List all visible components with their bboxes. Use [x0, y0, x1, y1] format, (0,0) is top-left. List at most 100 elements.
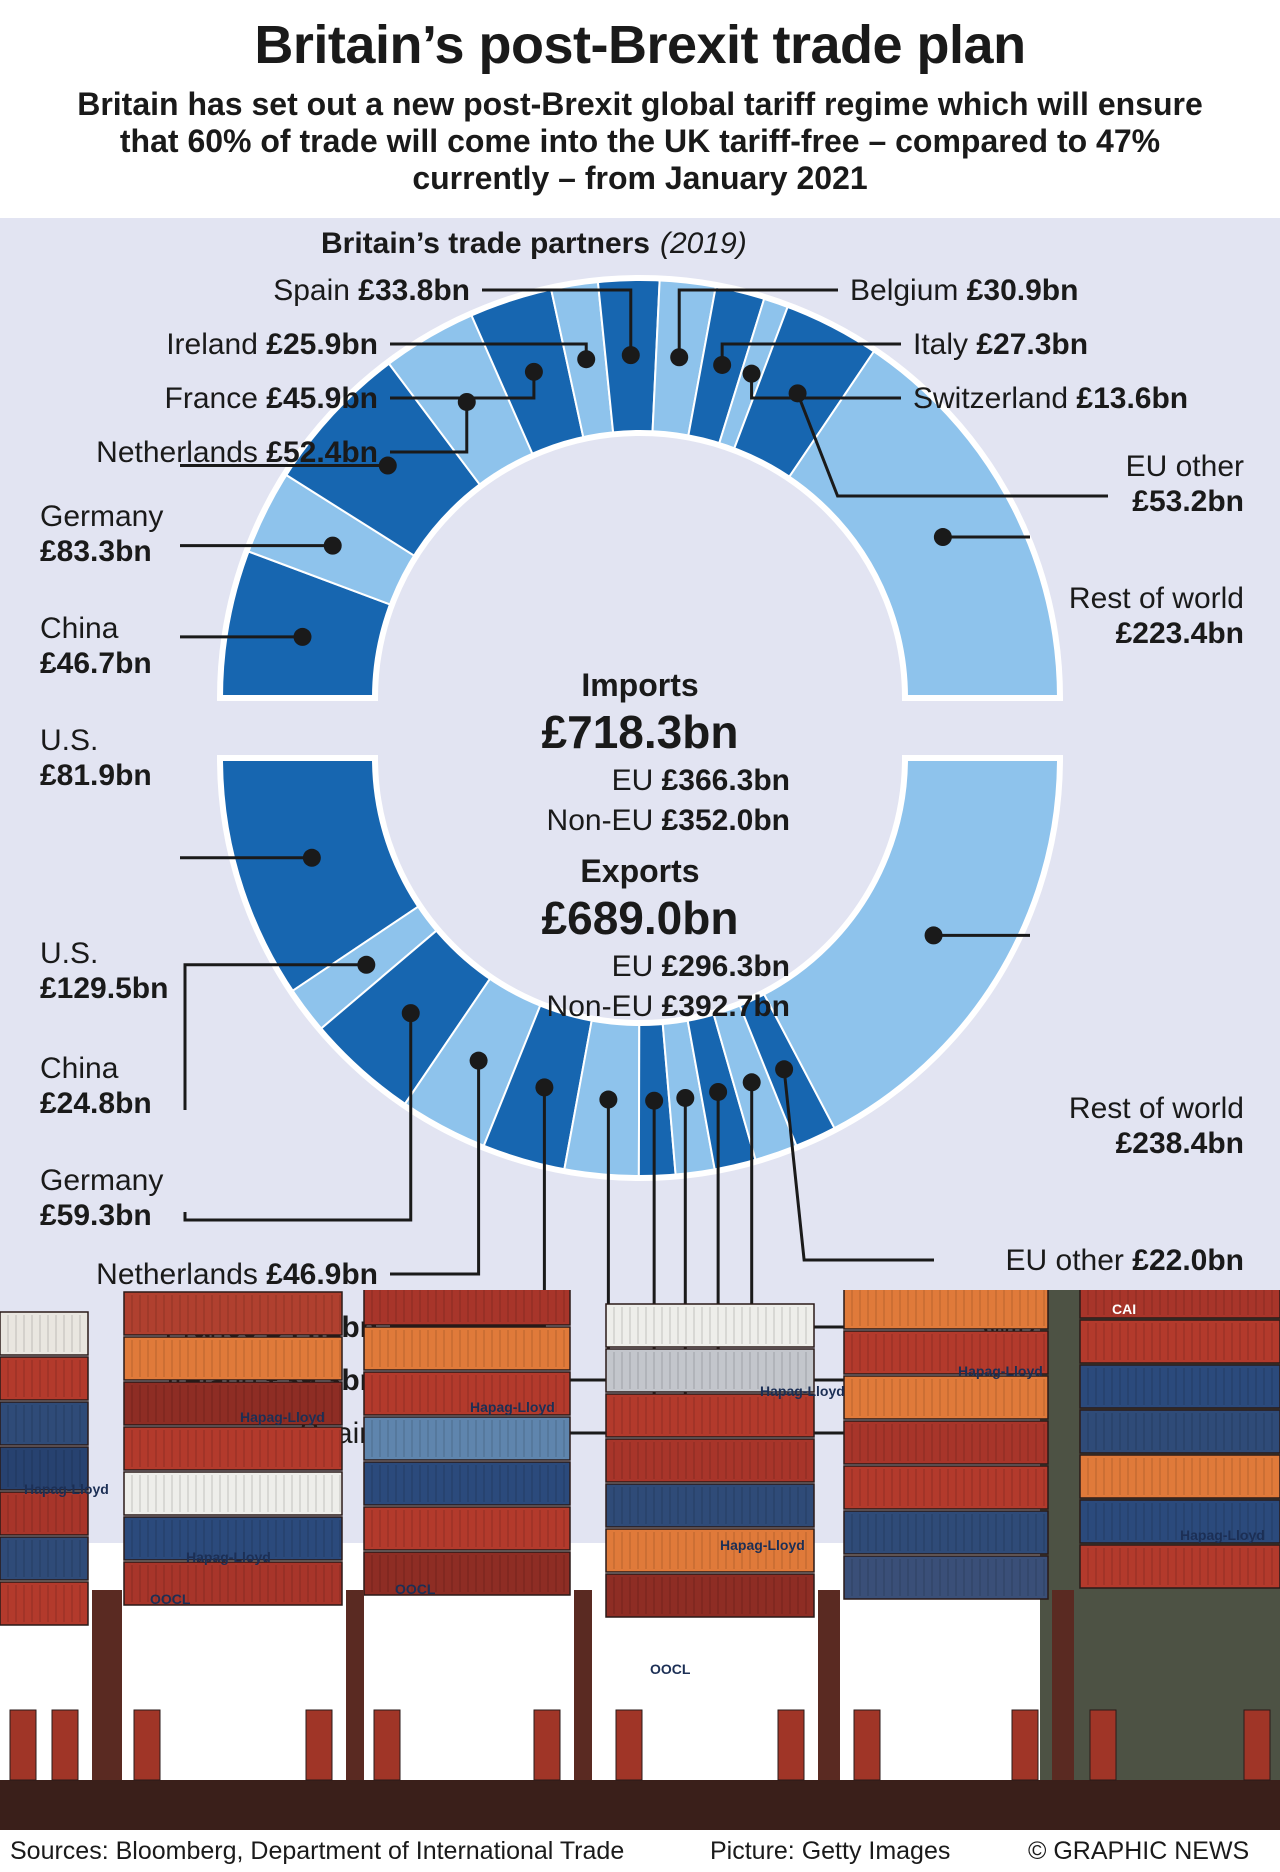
exports-label-eu-other: EU other £22.0bn	[1006, 1244, 1244, 1277]
stack-gap	[92, 1590, 122, 1780]
donut-group: U.S.£81.9bnChina£46.7bnGermany£83.3bnNet…	[40, 274, 1244, 1450]
imports-dot-rest-of-world	[933, 528, 952, 547]
exports-dot-germany	[401, 1004, 420, 1023]
exports-value-china: £24.8bn	[40, 1087, 152, 1120]
container	[605, 1393, 815, 1438]
imports-label-germany: Germany	[40, 500, 163, 533]
imports-label-spain: Spain £33.8bn	[273, 274, 470, 307]
imports-value-eu-other: £53.2bn	[1132, 485, 1244, 518]
imports-dot-italy	[713, 355, 732, 374]
imports-value-germany: £83.3bn	[40, 535, 152, 568]
container	[363, 1551, 571, 1596]
exports-dot-italy	[709, 1082, 728, 1101]
container	[1079, 1544, 1280, 1589]
container-brand-mark: OOCL	[395, 1581, 436, 1597]
container	[605, 1483, 815, 1528]
container-brand-mark: Hapag-Lloyd	[24, 1481, 109, 1497]
imports-label-china: China	[40, 612, 119, 645]
container	[123, 1471, 343, 1516]
container	[363, 1290, 571, 1326]
exports-dot-u-s	[302, 848, 321, 867]
imports-dot-netherlands	[457, 392, 476, 411]
container-brand-mark: Hapag-Lloyd	[240, 1409, 325, 1425]
imports-dot-china	[323, 536, 342, 555]
exports-value-u-s: £129.5bn	[40, 972, 168, 1005]
container	[0, 1581, 89, 1626]
container	[1079, 1290, 1280, 1319]
container	[843, 1510, 1049, 1555]
container-stack	[1079, 1290, 1280, 1781]
footer: Sources: Bloomberg, Department of Intern…	[0, 1830, 1280, 1872]
exports-dot-netherlands	[469, 1051, 488, 1070]
container-stack	[363, 1290, 571, 1781]
imports-label-eu-other: EU other	[1126, 450, 1244, 483]
footer-picture: Picture: Getty Images	[710, 1837, 951, 1865]
container	[363, 1506, 571, 1551]
container	[123, 1381, 343, 1426]
container	[843, 1420, 1049, 1465]
exports-leader-germany	[183, 1013, 413, 1222]
container	[605, 1348, 815, 1393]
exports-dot-spain	[645, 1091, 664, 1110]
exports-label-germany: Germany	[40, 1164, 163, 1197]
imports-label-belgium: Belgium £30.9bn	[850, 274, 1078, 307]
container	[123, 1336, 343, 1381]
container	[0, 1536, 89, 1581]
imports-donut: U.S.£81.9bn China£46.7bn Germany£83.3bn Net…	[40, 274, 1244, 792]
container-stack	[843, 1290, 1049, 1781]
exports-leader-netherlands	[390, 1060, 481, 1276]
container	[123, 1516, 343, 1561]
container-brand-mark: OOCL	[650, 1661, 691, 1677]
container	[605, 1573, 815, 1618]
imports-value-rest-of-world: £223.4bn	[1116, 617, 1244, 650]
imports-leader-eu-other	[796, 392, 1108, 498]
exports-label-u-s: U.S.	[40, 937, 98, 970]
stack-gap	[818, 1590, 840, 1780]
container	[843, 1330, 1049, 1375]
imports-outline	[216, 275, 1064, 701]
exports-dot-france	[535, 1078, 554, 1097]
stack-gap	[346, 1590, 364, 1780]
container	[843, 1465, 1049, 1510]
container	[0, 1401, 89, 1446]
stack-gap	[574, 1590, 592, 1780]
container-brand-mark: CAI	[1112, 1301, 1136, 1317]
exports-dot-switzerland	[742, 1073, 761, 1092]
container-brand-mark: Hapag-Lloyd	[470, 1399, 555, 1415]
container-brand-mark: Hapag-Lloyd	[720, 1537, 805, 1553]
imports-leader-netherlands	[390, 401, 469, 454]
exports-label-netherlands: Netherlands £46.9bn	[96, 1258, 378, 1291]
container	[1079, 1409, 1280, 1454]
panel-year: (2019)	[660, 227, 747, 260]
page-title: Britain’s post-Brexit trade plan	[254, 15, 1026, 75]
exports-value-germany: £59.3bn	[40, 1199, 152, 1232]
imports-total-value: £718.3bn	[542, 706, 739, 758]
ship-hull	[0, 1780, 1280, 1838]
container	[0, 1311, 89, 1356]
container-stack	[605, 1303, 815, 1781]
container-brand-mark: Hapag-Lloyd	[186, 1549, 271, 1565]
exports-dot-china	[357, 955, 376, 974]
container-brand-mark: Hapag-Lloyd	[1180, 1527, 1265, 1543]
footer-sources: Sources: Bloomberg, Department of Intern…	[10, 1837, 625, 1865]
imports-label-italy: Italy £27.3bn	[913, 328, 1088, 361]
container	[363, 1326, 571, 1371]
imports-value-china: £46.7bn	[40, 647, 152, 680]
imports-dot-eu-other	[788, 384, 807, 403]
container	[605, 1438, 815, 1483]
container	[0, 1356, 89, 1401]
imports-dot-switzerland	[742, 364, 761, 383]
imports-label-ireland: Ireland £25.9bn	[166, 328, 378, 361]
imports-non-eu-value: Non-EU £352.0bn	[547, 804, 790, 837]
container-brand-mark: OOCL	[150, 1591, 191, 1607]
exports-label-rest-of-world: Rest of world	[1069, 1092, 1244, 1125]
exports-outline	[216, 755, 1064, 1181]
container-ship-photo: Hapag-Lloyd Hapag-Lloyd Hapag-Lloyd Hapag-L…	[0, 1290, 1280, 1838]
container	[843, 1290, 1049, 1330]
imports-dot-germany	[378, 456, 397, 475]
container	[605, 1528, 815, 1573]
container-stack	[123, 1291, 343, 1781]
container	[123, 1291, 343, 1336]
imports-dot-ireland	[577, 350, 596, 369]
exports-dot-belgium	[676, 1088, 695, 1107]
